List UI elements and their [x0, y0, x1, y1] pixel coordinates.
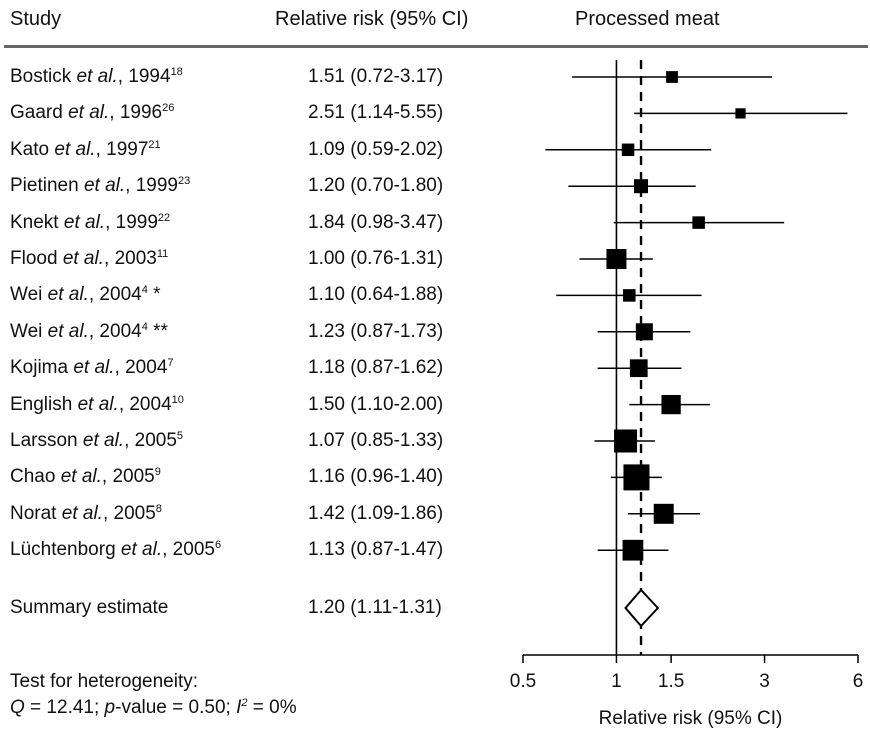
relative-risk-value: 1.07 (0.85-1.33) [308, 430, 444, 451]
study-label: Larsson et al., 20055 [10, 430, 184, 451]
header-divider [4, 45, 868, 48]
p-symbol: p [104, 697, 116, 718]
study-label: Knekt et al., 199922 [10, 211, 171, 233]
point-estimate-box [622, 539, 644, 561]
relative-risk-value: 1.42 (1.09-1.86) [308, 502, 444, 524]
x-tick-label: 6 [853, 671, 864, 692]
heterogeneity-stats: Q = 12.41; p-value = 0.50; I2 = 0% [10, 697, 297, 719]
i2-value: = 0% [247, 697, 297, 718]
point-estimate-box [634, 179, 649, 194]
study-label: Chao et al., 20059 [10, 466, 161, 488]
x-tick-label: 1 [611, 671, 622, 692]
point-estimate-box [614, 429, 638, 453]
heterogeneity-title: Test for heterogeneity: [10, 671, 198, 692]
study-label: Pietinen et al., 199923 [10, 175, 191, 197]
point-estimate-box [692, 216, 705, 229]
point-estimate-box [623, 464, 650, 491]
point-estimate-box [606, 249, 627, 269]
x-axis-label: Relative risk (95% CI) [599, 708, 783, 729]
point-estimate-box [666, 71, 678, 83]
i2-symbol: I2 [236, 697, 248, 718]
point-estimate-box [635, 323, 653, 341]
relative-risk-value: 1.16 (0.96-1.40) [308, 466, 444, 488]
x-tick-label: 1.5 [658, 671, 684, 692]
x-tick-label: 0.5 [510, 671, 536, 692]
panel-title: Processed meat [575, 8, 720, 30]
study-label: Norat et al., 20058 [10, 502, 162, 524]
relative-risk-value: 1.20 (0.70-1.80) [308, 175, 444, 197]
point-estimate-box [653, 503, 674, 524]
point-estimate-box [661, 394, 681, 415]
relative-risk-value: 1.50 (1.10-2.00) [308, 393, 444, 415]
x-tick-label: 3 [759, 671, 770, 692]
p-value: -value = 0.50; [115, 697, 237, 718]
summary-diamond [624, 588, 660, 628]
q-symbol: Q [10, 697, 25, 718]
study-label: Wei et al., 20044 ** [10, 320, 168, 342]
study-label: Lüchtenborg et al., 20056 [10, 539, 222, 561]
relative-risk-value: 1.84 (0.98-3.47) [308, 211, 444, 233]
q-value: = 12.41; [24, 697, 105, 718]
study-label: Flood et al., 200311 [10, 248, 169, 269]
relative-risk-value: 1.13 (0.87-1.47) [308, 539, 444, 561]
relative-risk-value: 1.00 (0.76-1.31) [308, 248, 444, 269]
relative-risk-value: 1.09 (0.59-2.02) [308, 138, 444, 160]
point-estimate-box [629, 359, 648, 378]
study-column-header: Study [10, 8, 62, 30]
relative-risk-value: 1.51 (0.72-3.17) [308, 66, 444, 87]
study-label: Gaard et al., 199626 [10, 102, 175, 124]
relative-risk-column-header: Relative risk (95% CI) [275, 8, 469, 30]
study-label: Kojima et al., 20047 [10, 357, 174, 379]
relative-risk-value: 2.51 (1.14-5.55) [308, 102, 444, 124]
study-label: Wei et al., 20044 * [10, 284, 161, 306]
relative-risk-value: 1.10 (0.64-1.88) [308, 284, 444, 306]
study-label: English et al., 200410 [10, 393, 184, 415]
study-label: Kato et al., 199721 [10, 138, 161, 160]
study-label: Bostick et al., 199418 [10, 66, 183, 87]
point-estimate-box [623, 289, 636, 302]
relative-risk-value: 1.23 (0.87-1.73) [308, 320, 444, 342]
summary-value: 1.20 (1.11-1.31) [308, 597, 442, 618]
point-estimate-box [735, 108, 746, 119]
relative-risk-value: 1.18 (0.87-1.62) [308, 357, 444, 379]
summary-label: Summary estimate [10, 597, 169, 618]
point-estimate-box [621, 143, 635, 157]
